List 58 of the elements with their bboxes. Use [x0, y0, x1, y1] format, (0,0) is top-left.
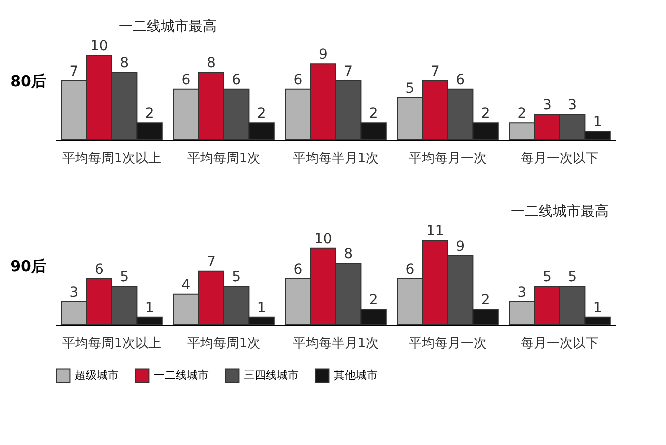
data-label: 6 — [94, 262, 104, 278]
x-tick-label: 平均每周1次以上 — [62, 336, 162, 352]
x-tick-label: 平均每周1次 — [187, 336, 261, 352]
data-label: 1 — [593, 300, 602, 316]
data-label: 2 — [481, 292, 490, 309]
data-label: 3 — [568, 98, 578, 114]
data-label: 10 — [314, 231, 332, 248]
data-label: 2 — [145, 106, 154, 122]
data-label: 10 — [90, 38, 108, 55]
data-label: 2 — [518, 106, 527, 122]
data-label: 7 — [430, 64, 440, 80]
x-tick-label: 平均每周1次以上 — [62, 152, 162, 166]
data-label: 3 — [518, 285, 527, 302]
data-label: 2 — [481, 106, 490, 122]
y-axis-title: 90后 — [10, 258, 46, 276]
data-label: 7 — [206, 254, 216, 270]
data-label: 5 — [120, 270, 130, 286]
x-tick-label: 平均每半月1次 — [292, 152, 380, 166]
data-label: 6 — [182, 72, 191, 88]
data-label: 5 — [568, 270, 578, 286]
data-label: 1 — [593, 114, 602, 131]
data-label: 5 — [232, 270, 242, 286]
data-label: 9 — [318, 47, 328, 64]
data-label: 6 — [406, 262, 415, 278]
data-label: 3 — [70, 285, 79, 302]
data-label: 2 — [257, 106, 266, 122]
data-label: 2 — [369, 106, 378, 122]
data-label: 1 — [257, 300, 266, 316]
data-label: 11 — [426, 224, 444, 240]
data-label: 5 — [406, 80, 415, 97]
x-tick-label: 每月一次以下 — [521, 336, 599, 352]
data-label: 5 — [542, 270, 552, 286]
legend-label: 三四线城市 — [244, 368, 299, 382]
data-label: 3 — [542, 98, 552, 114]
x-tick-label: 平均每半月1次 — [292, 336, 380, 352]
y-axis-title: 80后 — [10, 72, 46, 90]
data-label: 6 — [232, 72, 242, 88]
x-tick-label: 平均每月一次 — [409, 152, 487, 166]
data-label: 4 — [182, 277, 191, 294]
data-label: 6 — [294, 72, 303, 88]
data-label: 7 — [344, 64, 354, 80]
text: 一二线城市最高 — [511, 204, 609, 220]
data-label: 7 — [70, 64, 79, 80]
text: 一二线城市最高 — [119, 19, 217, 35]
x-tick-label: 平均每周1次 — [187, 152, 261, 166]
data-label: 6 — [294, 262, 303, 278]
data-label: 6 — [456, 72, 466, 88]
legend-label: 超级城市 — [75, 368, 119, 382]
data-label: 8 — [206, 56, 216, 72]
legend-label: 一二线城市 — [154, 368, 209, 382]
legend-label: 其他城市 — [334, 368, 378, 382]
data-label: 9 — [456, 239, 466, 256]
data-label: 1 — [145, 300, 154, 316]
x-tick-label: 每月一次以下 — [521, 152, 599, 166]
data-label: 8 — [120, 56, 130, 72]
x-tick-label: 平均每月一次 — [409, 336, 487, 352]
data-label: 2 — [369, 292, 378, 309]
data-label: 8 — [344, 246, 354, 263]
